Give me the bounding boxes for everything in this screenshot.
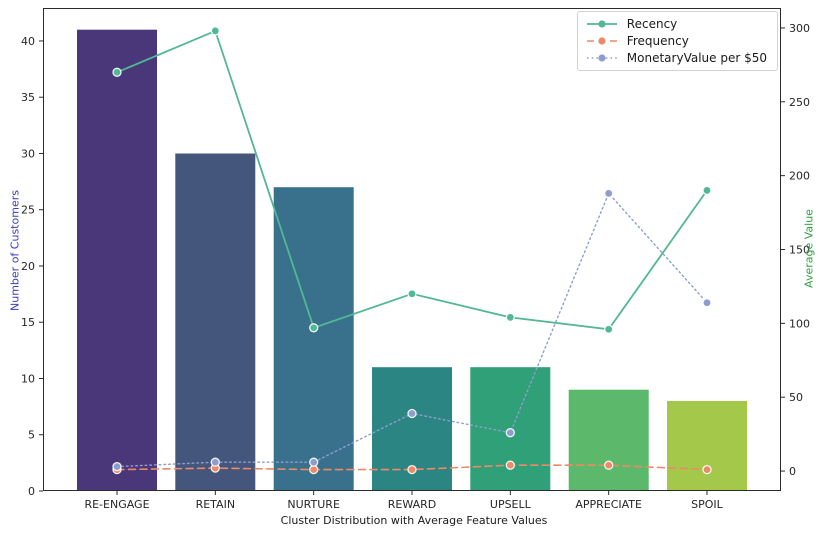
series-marker-frequency-upsell	[505, 460, 515, 470]
plot-border	[43, 8, 781, 491]
x-tick-label-appreciate: APPRECIATE	[575, 498, 642, 511]
series-marker-monetaryvalue-per-50-spoil	[702, 298, 712, 308]
legend-label-frequency: Frequency	[626, 34, 689, 48]
left-y-axis-label: Number of Customers	[8, 190, 22, 311]
left-tick-label-20: 20	[21, 260, 35, 273]
legend-marker-monetaryvalue-per-50	[598, 54, 606, 62]
bar-spoil	[667, 401, 747, 491]
left-tick-label-40: 40	[21, 35, 35, 48]
bar-appreciate	[568, 389, 649, 491]
series-marker-monetaryvalue-per-50-reward	[407, 408, 417, 419]
x-tick-label-re-engage: RE-ENGAGE	[84, 498, 149, 511]
left-tick-label-15: 15	[21, 316, 35, 329]
series-marker-recency-nurture	[309, 323, 319, 333]
left-tick-label-25: 25	[21, 204, 35, 217]
left-tick-label-5: 5	[28, 429, 35, 442]
legend-marker-frequency	[598, 37, 606, 45]
x-axis-ticks: RE-ENGAGE RETAIN NURTURE REWARD UPSELL APPREC…	[84, 491, 724, 511]
legend-swatch-monetaryvalue-per-50	[586, 54, 617, 62]
legend-swatch-recency	[586, 20, 617, 28]
bar-nurture	[273, 187, 354, 491]
series-marker-recency-retain	[210, 26, 220, 36]
right-tick-label-300: 300	[789, 22, 810, 35]
right-axis-ticks: 0 50 100 150 200 250 300	[781, 22, 810, 478]
legend: Recency Frequency MonetaryValue per $50	[576, 11, 778, 71]
series-marker-frequency-appreciate	[604, 460, 614, 470]
x-tick-label-retain: RETAIN	[196, 498, 235, 511]
left-tick-label-35: 35	[21, 91, 35, 104]
left-tick-label-30: 30	[21, 147, 35, 160]
series-marker-monetaryvalue-per-50-re-engage	[112, 461, 122, 472]
legend-item-monetaryvalue-per-50: MonetaryValue per $50	[586, 51, 767, 65]
legend-marker-recency	[598, 20, 606, 28]
bars-group	[77, 29, 747, 491]
x-axis-label: Cluster Distribution with Average Featur…	[280, 514, 548, 527]
legend-item-frequency: Frequency	[586, 34, 767, 48]
right-tick-label-50: 50	[789, 391, 803, 404]
series-recency	[112, 26, 712, 334]
left-tick-label-10: 10	[21, 372, 35, 385]
legend-label-monetaryvalue-per-50: MonetaryValue per $50	[626, 51, 767, 65]
right-tick-label-150: 150	[789, 244, 810, 257]
series-marker-recency-re-engage	[112, 67, 122, 77]
right-tick-label-200: 200	[789, 170, 810, 183]
right-tick-label-0: 0	[789, 465, 796, 478]
right-y-axis-label: Average Value	[802, 209, 816, 288]
bar-re-engage	[77, 29, 157, 491]
series-marker-recency-spoil	[702, 185, 712, 196]
series-monetaryvalue-per-50	[112, 188, 712, 472]
legend-item-recency: Recency	[586, 17, 767, 31]
series-marker-monetaryvalue-per-50-appreciate	[604, 188, 614, 199]
legend-swatch-frequency	[586, 37, 617, 45]
series-marker-recency-upsell	[505, 312, 515, 323]
left-axis-ticks: 0 5 10 15 20 25 30 35 40	[21, 35, 43, 498]
x-tick-label-spoil: SPOIL	[691, 498, 724, 511]
series-marker-frequency-spoil	[702, 464, 712, 475]
x-tick-label-reward: REWARD	[388, 498, 437, 511]
x-tick-label-nurture: NURTURE	[287, 498, 340, 511]
series-marker-recency-appreciate	[604, 324, 614, 334]
series-marker-recency-reward	[407, 289, 417, 299]
series-marker-monetaryvalue-per-50-upsell	[505, 428, 515, 438]
series-marker-monetaryvalue-per-50-retain	[210, 457, 220, 467]
right-tick-label-100: 100	[789, 317, 810, 330]
series-marker-frequency-reward	[407, 464, 417, 475]
x-tick-label-upsell: UPSELL	[490, 498, 532, 511]
legend-label-recency: Recency	[626, 17, 678, 31]
right-tick-label-250: 250	[789, 96, 810, 109]
series-marker-monetaryvalue-per-50-nurture	[309, 457, 319, 467]
bar-retain	[175, 153, 256, 491]
left-tick-label-0: 0	[28, 485, 35, 498]
